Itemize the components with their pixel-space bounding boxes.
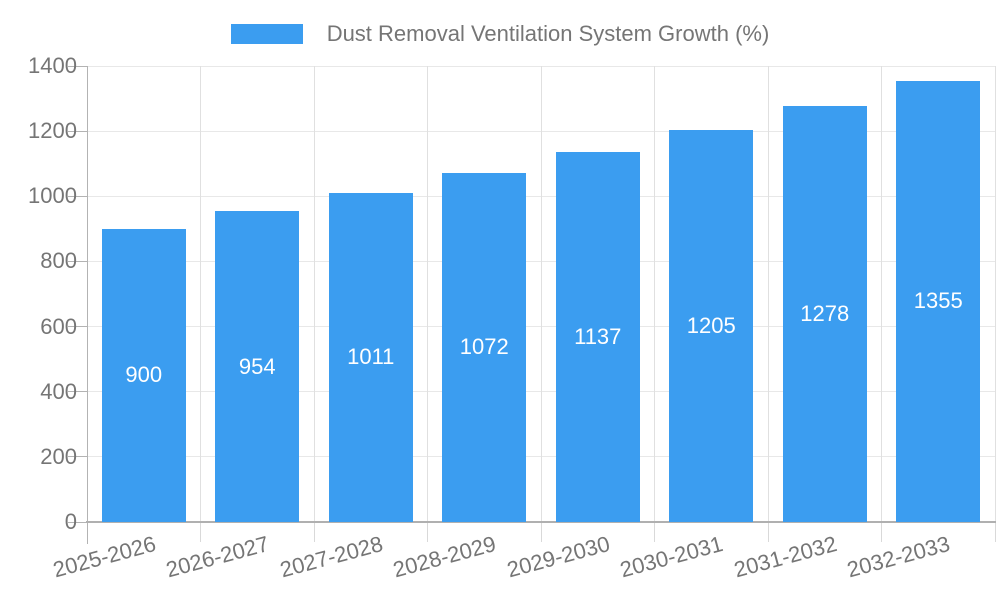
bar-value-label: 1355 [913, 288, 963, 314]
gridline-vertical [881, 66, 882, 522]
x-axis-tick [881, 522, 882, 542]
x-axis-tick [654, 522, 655, 542]
x-axis-category-label: 2027-2028 [277, 531, 386, 583]
x-axis-category-label: 2028-2029 [390, 531, 499, 583]
bar-value-label: 1137 [574, 323, 622, 349]
bar-2028-2029[interactable] [442, 172, 527, 522]
y-axis-tick-label: 200 [40, 443, 77, 469]
legend-swatch [230, 24, 303, 44]
x-axis-category-label: 2032-2033 [844, 531, 953, 583]
y-axis-tick [68, 195, 87, 197]
x-axis-tick [540, 522, 542, 542]
y-axis-tick-label: 600 [40, 313, 77, 339]
bar-value-label: 954 [238, 353, 276, 379]
bar-2031-2032[interactable] [782, 105, 867, 522]
bar-value-label: 1072 [459, 334, 509, 360]
y-axis-tick [68, 260, 87, 262]
gridline-vertical [767, 66, 769, 522]
x-axis-category-label: 2030-2031 [617, 531, 726, 583]
legend-label: Dust Removal Ventilation System Growth (… [326, 21, 770, 46]
bar-value-label: 1011 [347, 344, 395, 370]
bar-2029-2030[interactable] [555, 151, 640, 522]
y-axis-tick [68, 130, 87, 132]
bar-2030-2031[interactable] [669, 129, 754, 522]
gridline-vertical [200, 66, 201, 522]
y-axis-tick [68, 391, 87, 393]
bar-2032-2033[interactable] [896, 80, 981, 522]
x-axis-tick [427, 522, 428, 542]
y-axis-tick [68, 456, 87, 458]
y-axis-tick [68, 65, 87, 67]
x-axis-category-label: 2026-2027 [163, 531, 272, 583]
x-axis-category-label: 2025-2026 [50, 531, 159, 583]
y-axis-tick-label: 1400 [28, 53, 77, 78]
y-axis-line [87, 66, 88, 544]
y-axis-tick [68, 521, 87, 523]
bar-value-label: 1278 [800, 300, 850, 326]
x-axis-tick [994, 522, 996, 542]
bar-value-label: 1205 [686, 312, 736, 338]
bar-2026-2027[interactable] [215, 211, 300, 522]
gridline-vertical [427, 66, 428, 522]
y-axis-tick-label: 400 [40, 378, 77, 404]
plot-area: 900 954 1011 1072 1137 1205 1278 1355 [68, 65, 996, 544]
gridline-vertical [654, 66, 655, 522]
bar-2025-2026[interactable] [101, 228, 186, 522]
legend[interactable]: Dust Removal Ventilation System Growth (… [0, 21, 1000, 47]
y-axis-tick-label: 1000 [28, 183, 77, 209]
y-axis-tick-label: 1200 [28, 118, 77, 144]
x-axis-category-label: 2029-2030 [504, 531, 613, 583]
gridline-vertical [313, 66, 315, 522]
gridline-vertical [994, 66, 996, 522]
x-axis-tick [200, 522, 201, 542]
y-axis-tick-label: 800 [40, 248, 77, 274]
x-axis-tick [313, 522, 315, 542]
bar-value-label: 900 [125, 362, 163, 388]
x-axis-category-label: 2031-2032 [731, 531, 840, 583]
bar-2027-2028[interactable] [328, 192, 413, 522]
y-axis-tick [68, 326, 87, 328]
x-axis-tick [767, 522, 769, 542]
x-axis-line [86, 521, 996, 523]
y-axis-tick-label: 0 [64, 509, 77, 534]
gridline-vertical [540, 66, 542, 522]
